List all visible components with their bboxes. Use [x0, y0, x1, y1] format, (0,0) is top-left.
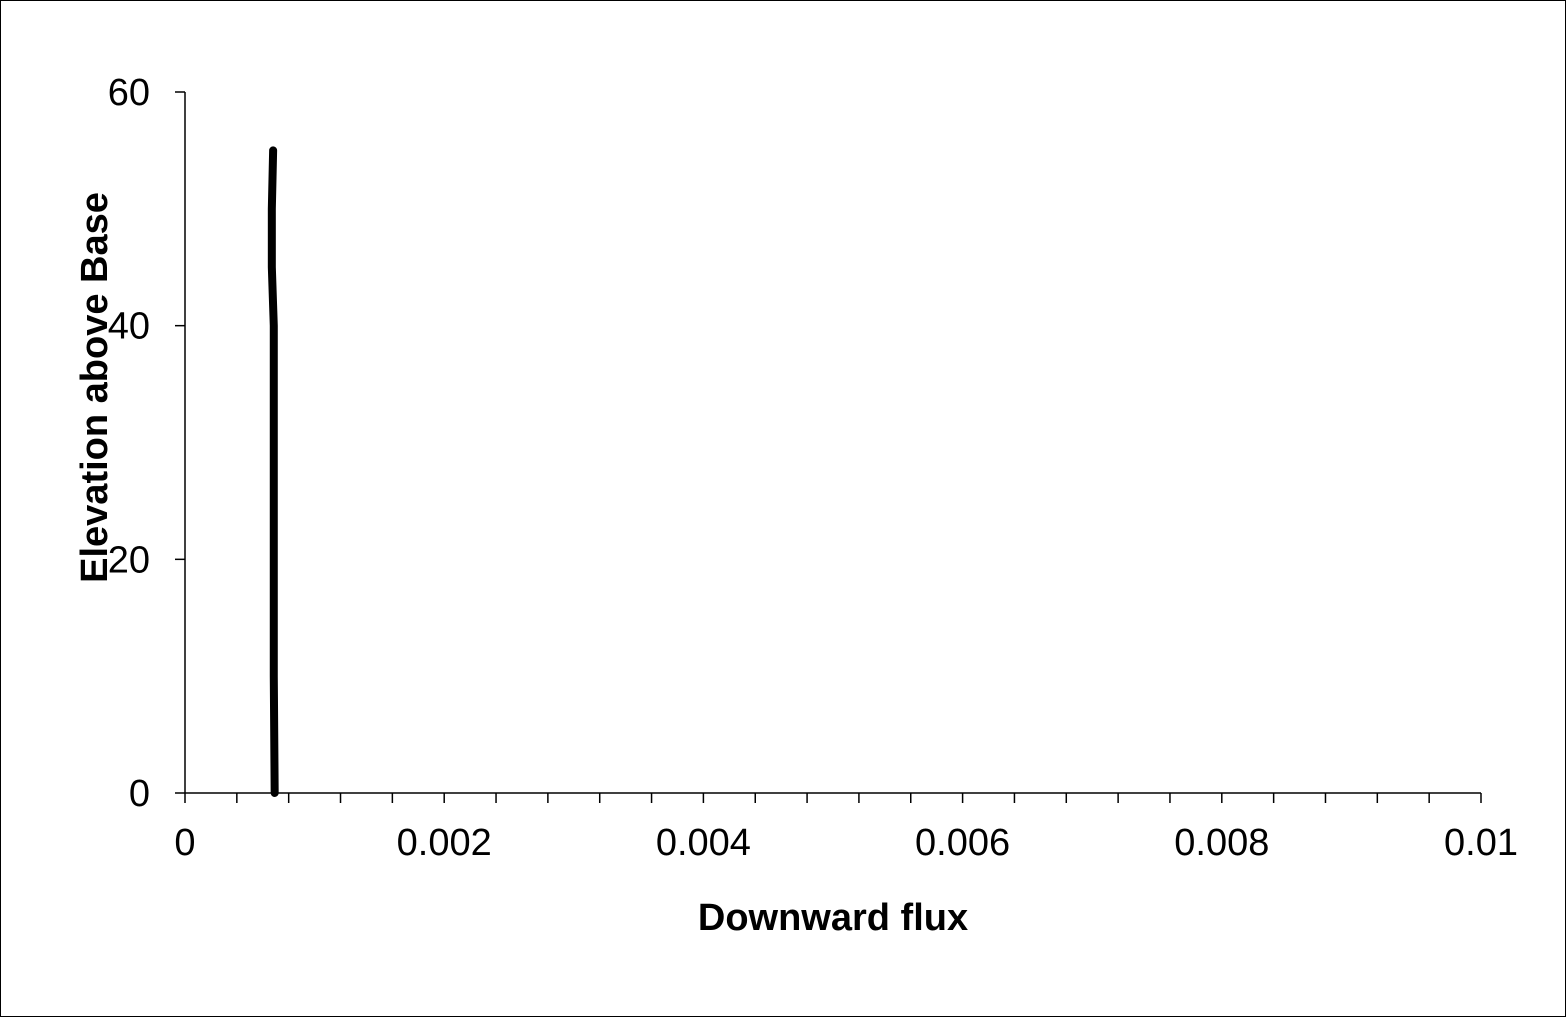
y-axis-title: Elevation above Base — [74, 192, 116, 583]
axes: 0 20 40 60 0 0.002 0.004 0.006 0.008 0.01 — [108, 72, 1518, 864]
y-tick-label: 20 — [108, 539, 150, 581]
y-tick-label: 40 — [108, 306, 150, 348]
series-line — [267, 146, 279, 797]
x-tick-label: 0.01 — [1444, 822, 1518, 864]
x-axis-title: Downward flux — [698, 897, 968, 939]
x-tick-label: 0.002 — [397, 822, 492, 864]
y-tick-label: 0 — [129, 773, 150, 815]
x-tick-label: 0 — [174, 822, 195, 864]
series-layer — [267, 146, 279, 797]
labels: Downward flux Elevation above Base — [74, 192, 968, 939]
y-tick-label: 60 — [108, 72, 150, 114]
x-tick-label: 0.008 — [1174, 822, 1269, 864]
x-tick-label: 0.004 — [656, 822, 751, 864]
x-tick-label: 0.006 — [915, 822, 1010, 864]
